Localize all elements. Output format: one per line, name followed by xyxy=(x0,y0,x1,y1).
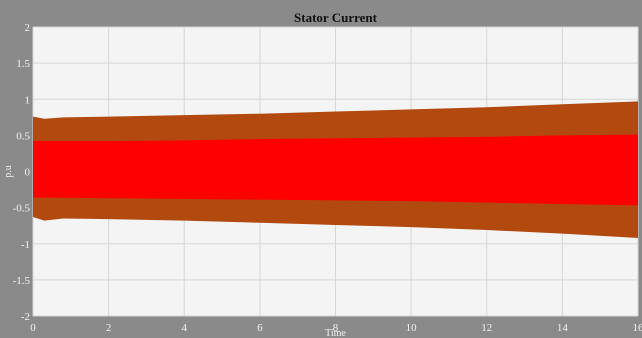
x-tick-label: 4 xyxy=(182,322,188,334)
x-tick-label: 10 xyxy=(406,322,418,334)
y-tick-label: -1 xyxy=(21,239,30,251)
series-2-band xyxy=(33,134,638,206)
x-tick-label: 8 xyxy=(333,322,339,334)
y-tick-label: 0 xyxy=(25,167,31,179)
y-tick-label: 0.5 xyxy=(16,130,30,142)
y-tick-label: -2 xyxy=(21,311,30,323)
y-tick-label: 1.5 xyxy=(16,58,30,70)
y-axis-label: p.u xyxy=(3,165,14,178)
y-tick-label: -0.5 xyxy=(13,203,31,215)
x-tick-label: 12 xyxy=(481,322,492,334)
y-tick-label: 1 xyxy=(25,94,31,106)
x-tick-label: 2 xyxy=(106,322,112,334)
chart-title: Stator Current xyxy=(294,10,378,25)
tick-labels: 0 2 4 6 8 10 12 14 16 2 1.5 1 0.5 0 -0.5 -1 -1.5 -2 xyxy=(13,22,642,334)
y-tick-label: 2 xyxy=(25,22,31,34)
y-tick-label: -1.5 xyxy=(13,275,31,287)
series-bands xyxy=(33,101,638,238)
x-tick-label: 14 xyxy=(557,322,569,334)
x-tick-label: 0 xyxy=(30,322,36,334)
x-axis-label: Time xyxy=(325,328,346,338)
x-tick-label: 6 xyxy=(257,322,263,334)
x-tick-label: 16 xyxy=(633,322,642,334)
